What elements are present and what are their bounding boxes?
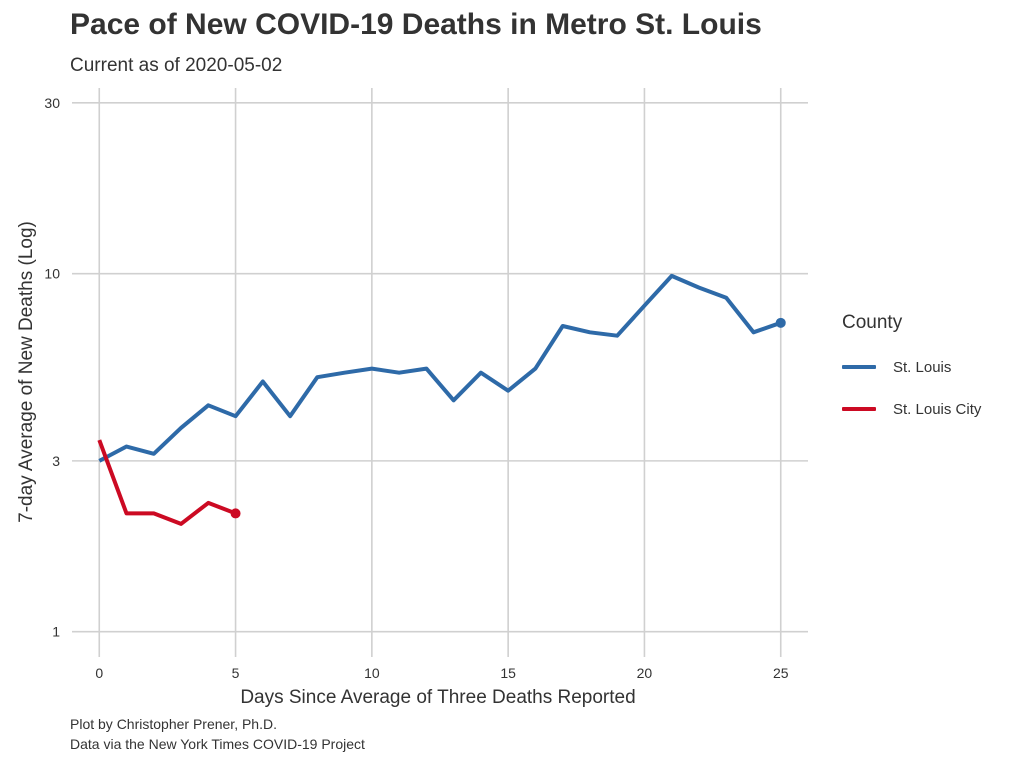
x-tick-label: 20	[637, 665, 653, 681]
x-tick-label: 25	[773, 665, 789, 681]
gridlines	[72, 88, 808, 657]
chart-subtitle: Current as of 2020-05-02	[70, 55, 283, 76]
series-lines	[97, 273, 786, 526]
caption-author: Plot by Christopher Prener, Ph.D.	[70, 716, 277, 732]
x-tick-label: 10	[364, 665, 380, 681]
y-tick-label: 30	[44, 95, 60, 111]
x-axis-title: Days Since Average of Three Deaths Repor…	[240, 687, 635, 708]
legend-swatch-st-louis-city	[842, 407, 876, 411]
legend-swatch-st-louis	[842, 365, 876, 369]
chart-title: Pace of New COVID-19 Deaths in Metro St.…	[70, 8, 762, 41]
series-end-point	[775, 317, 786, 328]
legend-title: County	[842, 312, 903, 333]
legend-item-st-louis-city: St. Louis City	[842, 398, 981, 420]
x-tick-label: 15	[500, 665, 516, 681]
y-tick-label: 10	[44, 266, 60, 282]
y-tick-label: 1	[52, 624, 60, 640]
series-end-point	[230, 508, 241, 519]
y-axis-title: 7-day Average of New Deaths (Log)	[16, 221, 37, 523]
legend-item-st-louis: St. Louis	[842, 356, 981, 378]
y-tick-label: 3	[52, 453, 60, 469]
x-tick-label: 5	[232, 665, 240, 681]
legend: County St. Louis St. Louis City	[842, 312, 981, 440]
legend-label-st-louis-city: St. Louis City	[893, 400, 982, 418]
tick-labels: 0 5 10 15 20 25 1 3 10 30	[44, 95, 788, 681]
series-line-st-louis	[98, 273, 782, 463]
series-line-st-louis-city	[97, 439, 237, 526]
x-tick-label: 0	[95, 665, 103, 681]
legend-label-st-louis: St. Louis	[893, 358, 952, 376]
caption-source: Data via the New York Times COVID-19 Pro…	[70, 736, 365, 752]
